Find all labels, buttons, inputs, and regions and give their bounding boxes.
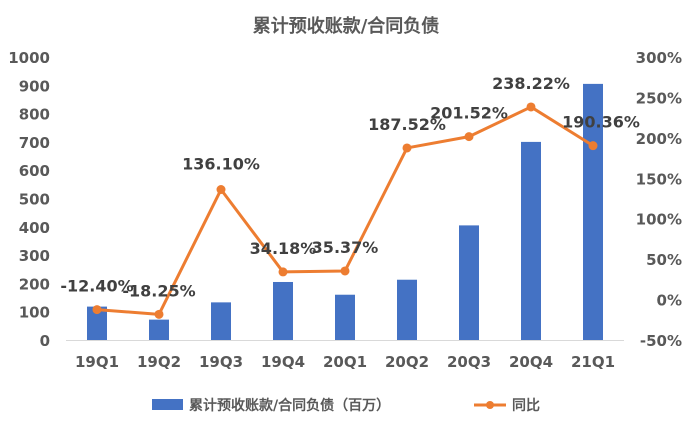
x-tick-label: 19Q2 xyxy=(137,353,181,371)
left-tick-label: 100 xyxy=(19,304,50,322)
legend: 累计预收账款/合同负债（百万） 同比 xyxy=(152,397,540,414)
left-tick-label: 700 xyxy=(19,134,50,152)
right-tick-label: 250% xyxy=(636,89,682,107)
x-tick-label: 20Q4 xyxy=(509,353,553,371)
x-tick-label: 19Q4 xyxy=(261,353,305,371)
right-tick-label: 300% xyxy=(636,49,682,67)
line-point xyxy=(154,309,164,319)
bar xyxy=(335,294,355,340)
line-point xyxy=(526,102,536,112)
x-tick-label: 19Q1 xyxy=(75,353,119,371)
line-data-label: 187.52% xyxy=(368,115,446,134)
line-data-label: -12.40% xyxy=(60,277,133,296)
legend-line-label: 同比 xyxy=(512,397,540,414)
left-tick-label: 400 xyxy=(19,219,50,237)
legend-bar-label: 累计预收账款/合同负债（百万） xyxy=(189,397,390,414)
line-data-label: 35.37% xyxy=(312,238,379,257)
line-point xyxy=(216,185,226,195)
line-series: -12.40%-18.25% 136.10% 34.18%35.37% 187.52%… xyxy=(60,74,640,319)
bar xyxy=(459,225,479,340)
right-tick-label: 200% xyxy=(636,130,682,148)
x-tick-label: 20Q1 xyxy=(323,353,367,371)
legend-bar-swatch xyxy=(152,399,183,410)
bar-series xyxy=(87,83,603,340)
right-y-axis: -50% 0% 50% 100% 150% 200% 250% 300% xyxy=(636,49,682,350)
line-point xyxy=(340,266,350,276)
left-tick-label: 600 xyxy=(19,162,50,180)
right-tick-label: -50% xyxy=(640,332,682,350)
x-tick-label: 20Q2 xyxy=(385,353,429,371)
line-data-label: 201.52% xyxy=(430,104,508,123)
line-data-label: 190.36% xyxy=(562,113,640,132)
x-tick-label: 20Q3 xyxy=(447,353,491,371)
bar xyxy=(149,319,169,340)
line-data-label: -18.25% xyxy=(122,281,195,300)
line-point xyxy=(402,143,412,153)
line-point xyxy=(92,305,102,315)
bar xyxy=(583,83,603,340)
left-tick-label: 800 xyxy=(19,106,50,124)
right-tick-label: 100% xyxy=(636,211,682,229)
line-data-label: 136.10% xyxy=(182,155,260,174)
line-point xyxy=(464,132,474,142)
left-tick-label: 200 xyxy=(19,275,50,293)
x-axis: 19Q1 19Q2 19Q3 19Q4 20Q1 20Q2 20Q3 20Q4 21Q1 xyxy=(66,340,624,371)
line-data-label: 238.22% xyxy=(492,74,570,93)
x-tick-label: 21Q1 xyxy=(571,353,615,371)
bar xyxy=(521,141,541,340)
left-tick-label: 0 xyxy=(40,332,50,350)
line-point xyxy=(278,267,288,277)
right-tick-label: 0% xyxy=(657,292,682,310)
left-tick-label: 500 xyxy=(19,191,50,209)
left-tick-label: 900 xyxy=(19,77,50,95)
bar xyxy=(211,302,231,340)
left-tick-label: 300 xyxy=(19,247,50,265)
bar xyxy=(273,281,293,340)
line-data-label: 34.18% xyxy=(250,239,317,258)
bar xyxy=(397,279,417,340)
line-point xyxy=(588,141,598,151)
bar xyxy=(87,306,107,340)
x-tick-label: 19Q3 xyxy=(199,353,243,371)
right-tick-label: 50% xyxy=(646,251,682,269)
left-y-axis: 0 100 200 300 400 500 600 700 800 900 1000 xyxy=(8,49,50,350)
legend-line-marker xyxy=(486,401,494,409)
right-tick-label: 150% xyxy=(636,170,682,188)
left-tick-label: 1000 xyxy=(8,49,50,67)
chart-title: 累计预收账款/合同负债 xyxy=(253,15,440,37)
